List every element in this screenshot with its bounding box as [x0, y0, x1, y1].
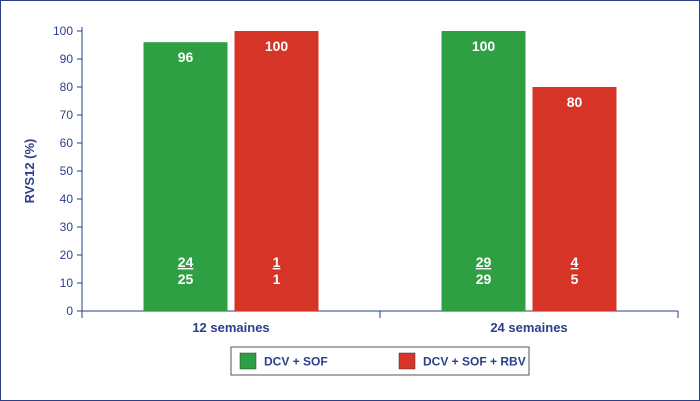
- y-tick-label: 70: [60, 108, 74, 122]
- y-tick-label: 80: [60, 80, 74, 94]
- bar-numerator-label: 29: [476, 254, 492, 270]
- y-axis-label: RVS12 (%): [22, 139, 37, 204]
- y-tick-label: 100: [53, 24, 73, 38]
- bar-denominator-label: 1: [273, 271, 281, 287]
- y-tick-label: 20: [60, 248, 74, 262]
- bar: [441, 31, 526, 311]
- legend-swatch: [398, 352, 416, 370]
- legend-label: DCV + SOF + RBV: [423, 355, 526, 369]
- bar: [234, 31, 319, 311]
- bar-denominator-label: 29: [476, 271, 492, 287]
- bar-denominator-label: 25: [178, 271, 194, 287]
- y-tick-label: 30: [60, 220, 74, 234]
- y-tick-label: 40: [60, 192, 74, 206]
- legend-label: DCV + SOF: [264, 355, 328, 369]
- bar-value-label: 80: [567, 94, 583, 110]
- bar: [532, 87, 617, 311]
- legend-box: [230, 346, 530, 376]
- y-tick-label: 0: [66, 304, 73, 318]
- bar: [143, 42, 228, 311]
- y-tick-label: 90: [60, 52, 74, 66]
- y-tick-label: 10: [60, 276, 74, 290]
- y-tick-label: 50: [60, 164, 74, 178]
- bar-value-label: 100: [265, 38, 289, 54]
- bar-value-label: 100: [472, 38, 496, 54]
- bar-value-label: 96: [178, 49, 194, 65]
- bar-numerator-label: 4: [571, 254, 579, 270]
- axes: 0 10 20 30 40 50 60 70 80 90 100 RVS12 (%) 12 semain…: [22, 24, 679, 335]
- x-category-label: 12 semaines: [192, 320, 269, 335]
- x-category-label: 24 semaines: [490, 320, 567, 335]
- legend: DCV + SOF DCV + SOF + RBV: [230, 346, 530, 376]
- bar-numerator-label: 24: [178, 254, 194, 270]
- bar-numerator-label: 1: [273, 254, 281, 270]
- legend-swatch: [239, 352, 257, 370]
- y-tick-label: 60: [60, 136, 74, 150]
- bar-denominator-label: 5: [571, 271, 579, 287]
